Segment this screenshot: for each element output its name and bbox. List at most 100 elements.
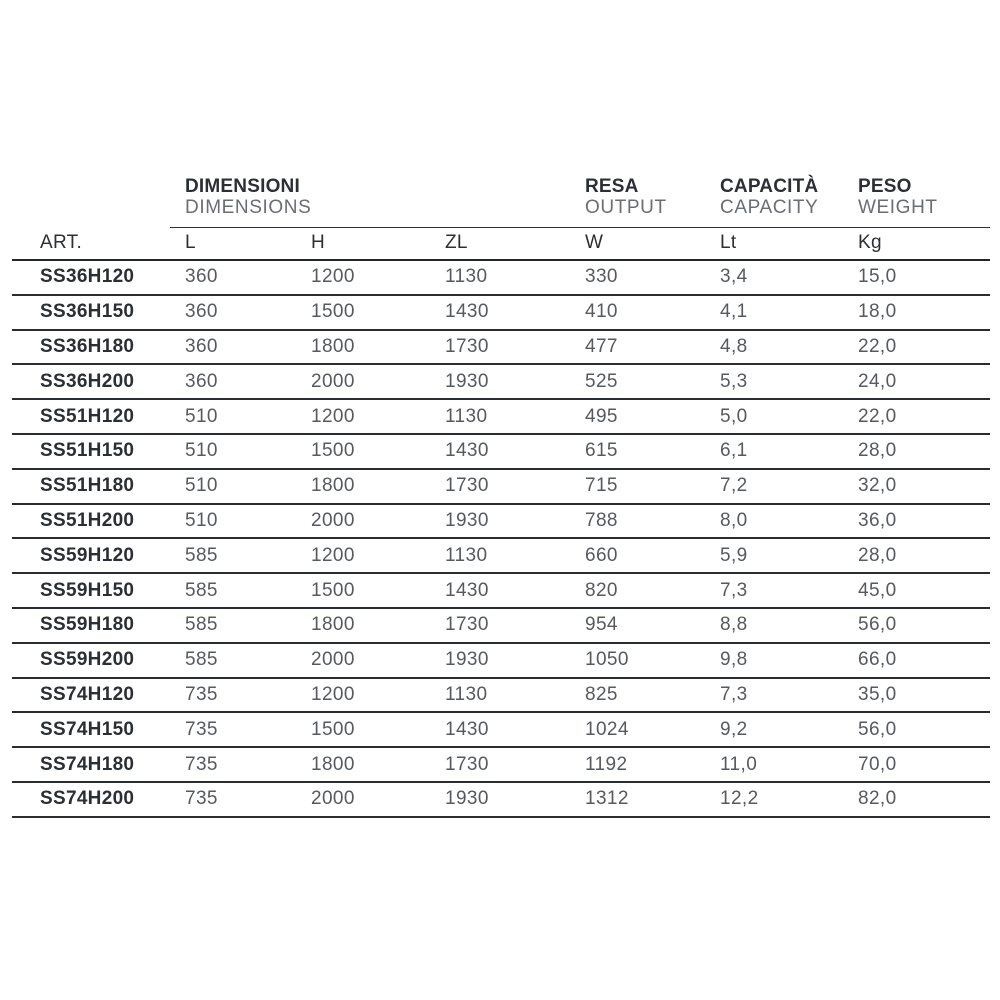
art-cell: SS59H200 <box>40 649 135 671</box>
value-cell: 7,2 <box>720 475 748 497</box>
value-cell: 825 <box>585 683 618 705</box>
group-subtitle: DIMENSIONS <box>185 197 312 218</box>
value-cell: 9,2 <box>720 718 748 740</box>
value-cell: 495 <box>585 405 618 427</box>
value-cell: 1800 <box>311 475 355 497</box>
art-cell: SS74H120 <box>40 683 135 705</box>
value-cell: 28,0 <box>858 440 897 462</box>
value-cell: 1800 <box>311 614 355 636</box>
value-cell: 360 <box>185 335 218 357</box>
value-cell: 8,8 <box>720 614 748 636</box>
art-cell: SS74H200 <box>40 788 135 810</box>
value-cell: 510 <box>185 405 218 427</box>
value-cell: 56,0 <box>858 614 897 636</box>
value-cell: 1930 <box>445 788 489 810</box>
value-cell: 1800 <box>311 753 355 775</box>
value-cell: 360 <box>185 266 218 288</box>
value-cell: 2000 <box>311 370 355 392</box>
table-row: SS51H180 510 1800 1730 715 7,2 32,0 <box>12 470 990 505</box>
art-cell: SS59H120 <box>40 544 135 566</box>
value-cell: 715 <box>585 475 618 497</box>
value-cell: 7,3 <box>720 683 748 705</box>
value-cell: 954 <box>585 614 618 636</box>
group-title: DIMENSIONI <box>185 176 300 197</box>
column-header-lt: Lt <box>720 232 737 253</box>
art-cell: SS51H150 <box>40 440 135 462</box>
table-row: SS59H200 585 2000 1930 1050 9,8 66,0 <box>12 644 990 679</box>
value-cell: 615 <box>585 440 618 462</box>
value-cell: 585 <box>185 544 218 566</box>
group-capacity: CAPACITÀ CAPACITY <box>720 176 858 222</box>
value-cell: 70,0 <box>858 753 897 775</box>
value-cell: 1930 <box>445 649 489 671</box>
table-row: SS59H150 585 1500 1430 820 7,3 45,0 <box>12 574 990 609</box>
art-cell: SS36H150 <box>40 301 135 323</box>
column-header-zl: ZL <box>445 232 468 253</box>
value-cell: 1930 <box>445 370 489 392</box>
value-cell: 6,1 <box>720 440 748 462</box>
value-cell: 1200 <box>311 266 355 288</box>
value-cell: 585 <box>185 649 218 671</box>
value-cell: 15,0 <box>858 266 897 288</box>
value-cell: 788 <box>585 509 618 531</box>
value-cell: 735 <box>185 718 218 740</box>
table-row: SS36H120 360 1200 1130 330 3,4 15,0 <box>12 261 990 296</box>
value-cell: 510 <box>185 475 218 497</box>
value-cell: 1024 <box>585 718 629 740</box>
value-cell: 9,8 <box>720 649 748 671</box>
value-cell: 35,0 <box>858 683 897 705</box>
table-row: SS51H120 510 1200 1130 495 5,0 22,0 <box>12 400 990 435</box>
value-cell: 1730 <box>445 614 489 636</box>
value-cell: 1500 <box>311 301 355 323</box>
art-cell: SS59H150 <box>40 579 135 601</box>
table-row: SS59H120 585 1200 1130 660 5,9 28,0 <box>12 539 990 575</box>
value-cell: 5,3 <box>720 370 748 392</box>
value-cell: 45,0 <box>858 579 897 601</box>
value-cell: 1500 <box>311 718 355 740</box>
value-cell: 5,0 <box>720 405 748 427</box>
value-cell: 22,0 <box>858 405 897 427</box>
group-weight: PESO WEIGHT <box>858 176 990 222</box>
value-cell: 1430 <box>445 301 489 323</box>
value-cell: 4,8 <box>720 335 748 357</box>
value-cell: 1930 <box>445 509 489 531</box>
table-row: SS74H180 735 1800 1730 1192 11,0 70,0 <box>12 748 990 783</box>
value-cell: 410 <box>585 301 618 323</box>
value-cell: 1500 <box>311 579 355 601</box>
group-subtitle: OUTPUT <box>585 197 667 218</box>
value-cell: 735 <box>185 683 218 705</box>
value-cell: 82,0 <box>858 788 897 810</box>
group-header-row: DIMENSIONI DIMENSIONS RESA OUTPUT CAPACI… <box>12 176 990 222</box>
value-cell: 12,2 <box>720 788 759 810</box>
value-cell: 1200 <box>311 683 355 705</box>
column-header-l: L <box>185 232 196 253</box>
art-cell: SS74H180 <box>40 753 135 775</box>
art-cell: SS51H180 <box>40 475 135 497</box>
group-dimensions: DIMENSIONI DIMENSIONS <box>185 176 585 222</box>
spec-table: DIMENSIONI DIMENSIONS RESA OUTPUT CAPACI… <box>12 176 990 818</box>
value-cell: 1430 <box>445 440 489 462</box>
column-header-row: ART. L H ZL W Lt Kg <box>12 228 990 261</box>
value-cell: 585 <box>185 579 218 601</box>
art-cell: SS51H120 <box>40 405 135 427</box>
value-cell: 1200 <box>311 405 355 427</box>
art-cell: SS36H200 <box>40 370 135 392</box>
value-cell: 1050 <box>585 649 629 671</box>
value-cell: 1730 <box>445 335 489 357</box>
group-output: RESA OUTPUT <box>585 176 720 222</box>
value-cell: 1730 <box>445 475 489 497</box>
value-cell: 4,1 <box>720 301 748 323</box>
table-row: SS36H180 360 1800 1730 477 4,8 22,0 <box>12 331 990 366</box>
group-title: CAPACITÀ <box>720 176 819 197</box>
art-cell: SS59H180 <box>40 614 135 636</box>
value-cell: 525 <box>585 370 618 392</box>
value-cell: 360 <box>185 370 218 392</box>
group-title: RESA <box>585 176 639 197</box>
value-cell: 66,0 <box>858 649 897 671</box>
value-cell: 510 <box>185 440 218 462</box>
table-row: SS36H200 360 2000 1930 525 5,3 24,0 <box>12 365 990 401</box>
value-cell: 1192 <box>585 753 628 775</box>
value-cell: 1130 <box>445 683 488 705</box>
value-cell: 330 <box>585 266 618 288</box>
column-header-art: ART. <box>40 232 83 253</box>
